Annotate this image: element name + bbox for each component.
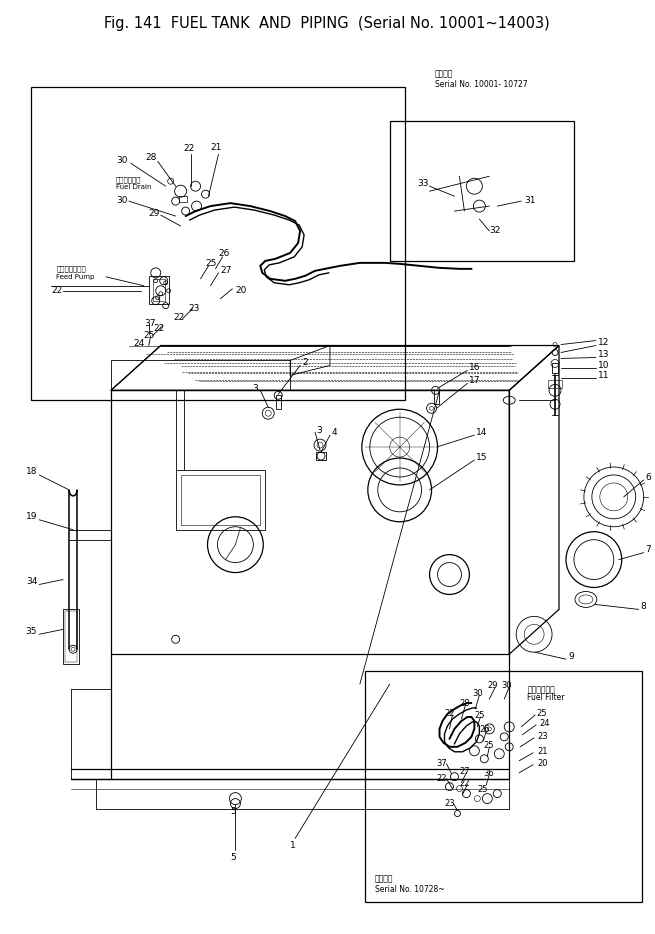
- Text: 30: 30: [116, 196, 128, 205]
- Text: 5: 5: [231, 807, 236, 815]
- Text: 27: 27: [459, 767, 470, 776]
- Text: 11: 11: [598, 371, 609, 380]
- Text: 30: 30: [116, 156, 128, 165]
- Text: 27: 27: [221, 266, 232, 275]
- Text: 1: 1: [290, 842, 296, 850]
- Bar: [179, 196, 187, 202]
- Text: 適用号機
Serial No. 10728~: 適用号機 Serial No. 10728~: [375, 874, 445, 894]
- Text: 26: 26: [479, 725, 490, 734]
- Text: 25: 25: [206, 259, 217, 268]
- Text: フェルドレン: フェルドレン: [116, 177, 141, 183]
- Text: 22: 22: [154, 323, 165, 333]
- Text: 25: 25: [477, 785, 488, 794]
- Text: 37: 37: [436, 758, 447, 768]
- Text: 22: 22: [174, 313, 185, 321]
- Text: 22: 22: [459, 779, 470, 787]
- Text: 23: 23: [445, 799, 455, 808]
- Bar: [548, 380, 562, 389]
- Text: 10: 10: [598, 361, 609, 370]
- Text: 28: 28: [459, 699, 470, 708]
- Text: 18: 18: [26, 468, 37, 476]
- Text: 25: 25: [474, 711, 485, 720]
- Bar: [390, 121, 574, 261]
- Text: 4: 4: [332, 428, 337, 437]
- Bar: [63, 609, 79, 664]
- Text: フィードポンプ: フィードポンプ: [56, 266, 86, 273]
- Text: 29: 29: [149, 209, 160, 219]
- Text: 適用号機
Serial No. 10001- 10727: 適用号機 Serial No. 10001- 10727: [434, 70, 527, 89]
- Text: 22: 22: [51, 286, 62, 295]
- Bar: [176, 470, 265, 530]
- Text: 21: 21: [537, 747, 548, 756]
- Text: Fig. 141  FUEL TANK  AND  PIPING  (Serial No. 10001~14003): Fig. 141 FUEL TANK AND PIPING (Serial No…: [104, 17, 550, 32]
- Text: 26: 26: [219, 249, 230, 258]
- Bar: [316, 452, 326, 460]
- Text: Fuel Drain: Fuel Drain: [116, 184, 151, 191]
- Text: 31: 31: [524, 196, 536, 205]
- Bar: [434, 390, 439, 404]
- Text: 30: 30: [501, 681, 512, 690]
- Text: 21: 21: [210, 144, 222, 152]
- Text: 23: 23: [189, 304, 200, 313]
- Text: 22: 22: [445, 709, 455, 718]
- Bar: [31, 87, 405, 401]
- Text: 25: 25: [536, 709, 547, 718]
- Text: 24: 24: [539, 719, 550, 728]
- Text: 37: 37: [144, 318, 155, 328]
- Text: 14: 14: [476, 428, 488, 437]
- Text: 燃料フィルタ: 燃料フィルタ: [527, 685, 555, 694]
- Text: 30: 30: [472, 689, 483, 698]
- Bar: [365, 672, 642, 902]
- Text: 12: 12: [598, 338, 609, 347]
- Bar: [65, 612, 77, 662]
- Text: 15: 15: [476, 453, 488, 461]
- Bar: [181, 475, 260, 525]
- Text: 34: 34: [26, 577, 37, 586]
- Text: 7: 7: [646, 545, 651, 554]
- Bar: [153, 279, 164, 301]
- Text: 13: 13: [598, 350, 609, 359]
- Text: Feed Pump: Feed Pump: [56, 274, 94, 280]
- Text: 3: 3: [316, 426, 322, 434]
- Text: 22: 22: [183, 145, 195, 153]
- Text: 36: 36: [483, 769, 494, 778]
- Text: 16: 16: [470, 363, 481, 372]
- Text: 33: 33: [418, 179, 429, 189]
- Bar: [276, 395, 281, 409]
- Text: 3: 3: [253, 384, 258, 393]
- Text: 32: 32: [489, 226, 500, 235]
- Text: 24: 24: [134, 338, 145, 347]
- Text: 17: 17: [470, 375, 481, 385]
- Text: 8: 8: [641, 601, 646, 611]
- Text: 20: 20: [235, 286, 247, 295]
- Text: 19: 19: [26, 512, 37, 521]
- Text: 29: 29: [487, 681, 498, 690]
- Text: Fuel Filter: Fuel Filter: [527, 693, 565, 702]
- Text: 20: 20: [537, 758, 548, 768]
- Text: 22: 22: [436, 773, 447, 783]
- Text: 25: 25: [144, 331, 155, 340]
- Text: 5: 5: [231, 854, 236, 862]
- Text: 35: 35: [26, 627, 37, 636]
- Text: 25: 25: [483, 741, 494, 750]
- Text: 23: 23: [537, 732, 548, 741]
- Text: 2: 2: [302, 358, 308, 367]
- Text: 6: 6: [646, 474, 651, 483]
- Text: 9: 9: [568, 652, 574, 660]
- Bar: [149, 276, 169, 304]
- Bar: [552, 363, 558, 374]
- Text: 28: 28: [146, 153, 157, 163]
